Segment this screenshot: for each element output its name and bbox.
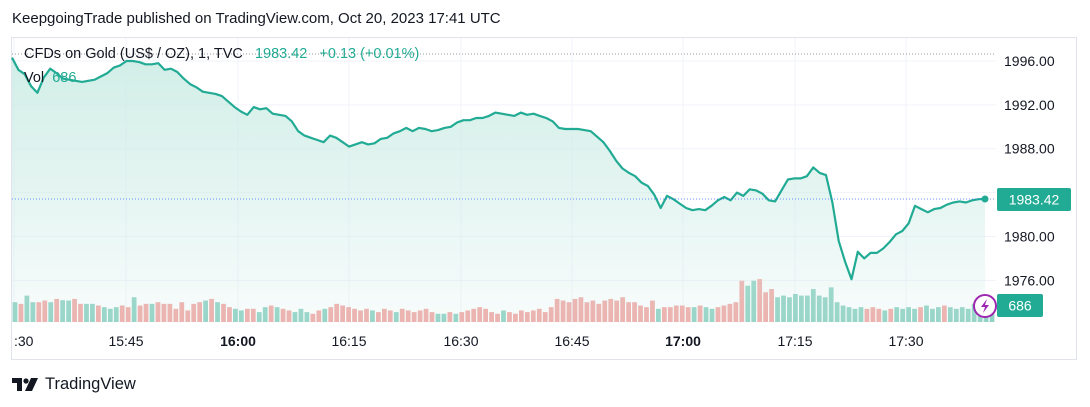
lightning-bolt-icon [981, 299, 989, 313]
x-tick-label: 17:15 [777, 333, 812, 349]
last-price-badge-text: 1983.42 [1009, 191, 1060, 207]
x-tick-label: 17:30 [888, 333, 923, 349]
x-tick-label: 15:45 [108, 333, 143, 349]
publish-info: KeepgoingTrade published on TradingView.… [12, 10, 501, 27]
tradingview-branding[interactable]: TradingView [12, 375, 136, 394]
y-tick-label: 1996.00 [1004, 53, 1055, 69]
price-line [11, 57, 986, 281]
volume-badge-text: 686 [1008, 298, 1032, 314]
volume-legend: Vol 686 [24, 70, 76, 86]
price-change-value: +0.13 (+0.01%) [319, 46, 420, 62]
volume-value: 686 [52, 70, 77, 86]
x-tick-label: 17:00 [665, 333, 701, 349]
last-price-value: 1983.42 [254, 46, 308, 62]
x-tick-label: 16:00 [220, 333, 256, 349]
header-bar: KeepgoingTrade published on TradingView.… [0, 0, 1090, 36]
price-area-fill [12, 57, 985, 322]
tradingview-logo-icon [12, 378, 38, 391]
chart-legend: CFDs on Gold (US$ / OZ), 1, TVC 1983.42 … [24, 46, 419, 62]
y-tick-label: 1992.00 [1004, 97, 1055, 113]
volume-badge [997, 294, 1043, 317]
last-price-dot [981, 195, 989, 203]
y-tick-label: 1976.00 [1004, 272, 1055, 288]
y-tick-label: 1988.00 [1004, 141, 1055, 157]
x-tick-label: 16:45 [554, 333, 589, 349]
y-tick-label: 1980.00 [1004, 228, 1055, 244]
x-tick-label: 16:30 [443, 333, 478, 349]
chart-frame [11, 37, 1077, 360]
price-chart[interactable]: 1996.001992.001988.001984.001980.001976.… [0, 0, 1090, 370]
volume-bar [989, 310, 995, 322]
x-tick-label: :30 [14, 333, 34, 349]
last-price-badge [997, 187, 1071, 211]
symbol-name[interactable]: CFDs on Gold (US$ / OZ), 1, TVC [24, 46, 243, 62]
volume-label[interactable]: Vol [24, 70, 45, 86]
brand-name: TradingView [45, 375, 136, 393]
x-tick-label: 16:15 [331, 333, 366, 349]
